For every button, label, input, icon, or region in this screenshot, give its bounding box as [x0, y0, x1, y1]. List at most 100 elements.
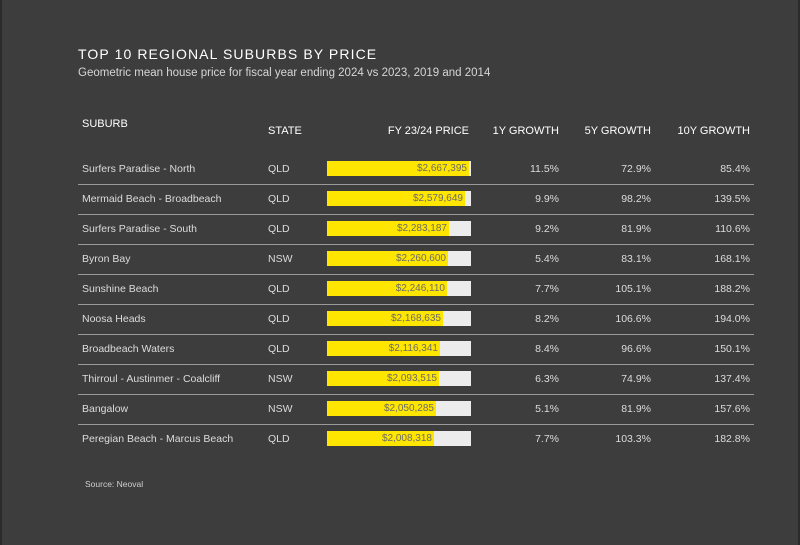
price-bar-track: $2,667,395: [327, 161, 471, 176]
source-note: Source: Neoval: [85, 479, 144, 489]
header-state: STATE: [268, 125, 302, 137]
suburb-cell: Surfers Paradise - South: [82, 223, 197, 235]
suburb-cell: Sunshine Beach: [82, 283, 159, 295]
price-bar: [327, 311, 443, 326]
suburb-cell: Thirroul - Austinmer - Coalcliff: [82, 373, 221, 385]
suburb-cell: Broadbeach Waters: [82, 343, 175, 355]
header-5y-growth: 5Y GROWTH: [584, 125, 651, 137]
growth-1y-cell: 11.5%: [530, 163, 559, 175]
price-bar-track: $2,579,649: [327, 191, 471, 206]
chart-subtitle: Geometric mean house price for fiscal ye…: [78, 67, 491, 79]
growth-1y-cell: 9.2%: [535, 223, 559, 235]
price-bar-track: $2,168,635: [327, 311, 471, 326]
price-bar: [327, 221, 449, 236]
growth-5y-cell: 105.1%: [615, 283, 651, 295]
state-cell: NSW: [268, 253, 293, 265]
growth-5y-cell: 98.2%: [621, 193, 651, 205]
price-bar: [327, 191, 465, 206]
growth-5y-cell: 72.9%: [621, 163, 651, 175]
header-10y-growth: 10Y GROWTH: [677, 125, 750, 137]
growth-5y-cell: 83.1%: [621, 253, 651, 265]
state-cell: QLD: [268, 313, 290, 325]
price-label: $2,168,635: [390, 313, 441, 324]
state-cell: QLD: [268, 193, 290, 205]
table-row: Sunshine Beach QLD $2,246,110 7.7% 105.1% 188…: [78, 274, 754, 305]
price-label: $2,116,341: [388, 343, 438, 354]
growth-10y-cell: 85.4%: [720, 163, 750, 175]
suburb-cell: Surfers Paradise - North: [82, 163, 196, 175]
price-bar: [327, 161, 469, 176]
growth-10y-cell: 137.4%: [714, 373, 750, 385]
growth-5y-cell: 74.9%: [621, 373, 651, 385]
growth-10y-cell: 150.1%: [714, 343, 750, 355]
growth-10y-cell: 194.0%: [714, 313, 750, 325]
suburb-cell: Byron Bay: [82, 253, 131, 265]
growth-1y-cell: 7.7%: [535, 433, 559, 445]
table-row: Mermaid Beach - Broadbeach QLD $2,579,649 9…: [78, 184, 754, 215]
state-cell: QLD: [268, 343, 290, 355]
table-row: Surfers Paradise - South QLD $2,283,187 9.2…: [78, 214, 754, 245]
price-label: $2,246,110: [395, 283, 445, 294]
suburb-cell: Noosa Heads: [82, 313, 146, 325]
table-row: Surfers Paradise - North QLD $2,667,395 11.…: [78, 154, 754, 185]
price-bar-track: $2,246,110: [327, 281, 471, 296]
header-price: FY 23/24 PRICE: [387, 125, 469, 137]
price-bar: [327, 401, 436, 416]
price-label: $2,667,395: [416, 163, 467, 174]
table-row: Broadbeach Waters QLD $2,116,341 8.4% 96.6% 1…: [78, 334, 754, 365]
growth-5y-cell: 106.6%: [615, 313, 651, 325]
table-row: Noosa Heads QLD $2,168,635 8.2% 106.6% 194.0%: [78, 304, 754, 335]
header-1y-growth: 1Y GROWTH: [492, 125, 559, 137]
growth-1y-cell: 6.3%: [535, 373, 559, 385]
growth-1y-cell: 8.4%: [535, 343, 559, 355]
price-bar-track: $2,260,600: [327, 251, 471, 266]
table-row: Byron Bay NSW $2,260,600 5.4% 83.1% 168.1%: [78, 244, 754, 275]
table-row: Peregian Beach - Marcus Beach QLD $2,008,3…: [78, 424, 754, 454]
growth-5y-cell: 81.9%: [621, 223, 651, 235]
state-cell: QLD: [268, 223, 290, 235]
growth-1y-cell: 9.9%: [535, 193, 559, 205]
growth-10y-cell: 110.6%: [715, 223, 750, 235]
price-bar: [327, 281, 447, 296]
chart-title: TOP 10 REGIONAL SUBURBS BY PRICE: [78, 46, 378, 62]
growth-5y-cell: 81.9%: [621, 403, 651, 415]
price-bar-track: $2,283,187: [327, 221, 471, 236]
price-label: $2,093,515: [386, 373, 437, 384]
growth-10y-cell: 139.5%: [714, 193, 750, 205]
growth-1y-cell: 8.2%: [535, 313, 559, 325]
growth-10y-cell: 157.6%: [714, 403, 750, 415]
growth-1y-cell: 5.1%: [535, 403, 559, 415]
price-bar-track: $2,116,341: [327, 341, 471, 356]
price-bar: [327, 431, 434, 446]
table-row: Thirroul - Austinmer - Coalcliff NSW $2,09…: [78, 364, 754, 395]
growth-1y-cell: 7.7%: [535, 283, 559, 295]
state-cell: NSW: [268, 373, 293, 385]
price-bar: [327, 341, 440, 356]
price-label: $2,283,187: [396, 223, 447, 234]
growth-1y-cell: 5.4%: [535, 253, 559, 265]
header-suburb: SUBURB: [82, 118, 128, 130]
price-bar: [327, 251, 448, 266]
price-label: $2,260,600: [395, 253, 446, 264]
suburb-cell: Mermaid Beach - Broadbeach: [82, 193, 222, 205]
growth-5y-cell: 103.3%: [615, 433, 651, 445]
price-bar-track: $2,008,318: [327, 431, 471, 446]
state-cell: QLD: [268, 283, 290, 295]
growth-10y-cell: 188.2%: [714, 283, 750, 295]
growth-10y-cell: 168.1%: [714, 253, 750, 265]
price-bar: [327, 371, 439, 386]
price-label: $2,050,285: [383, 403, 434, 414]
growth-10y-cell: 182.8%: [714, 433, 750, 445]
price-bar-track: $2,093,515: [327, 371, 471, 386]
price-bar-track: $2,050,285: [327, 401, 471, 416]
price-label: $2,579,649: [412, 193, 463, 204]
suburb-cell: Peregian Beach - Marcus Beach: [82, 433, 234, 445]
table-row: Bangalow NSW $2,050,285 5.1% 81.9% 157.6%: [78, 394, 754, 425]
price-label: $2,008,318: [381, 433, 432, 444]
suburb-cell: Bangalow: [82, 403, 129, 415]
growth-5y-cell: 96.6%: [621, 343, 651, 355]
state-cell: QLD: [268, 433, 290, 445]
state-cell: QLD: [268, 163, 290, 175]
state-cell: NSW: [268, 403, 293, 415]
